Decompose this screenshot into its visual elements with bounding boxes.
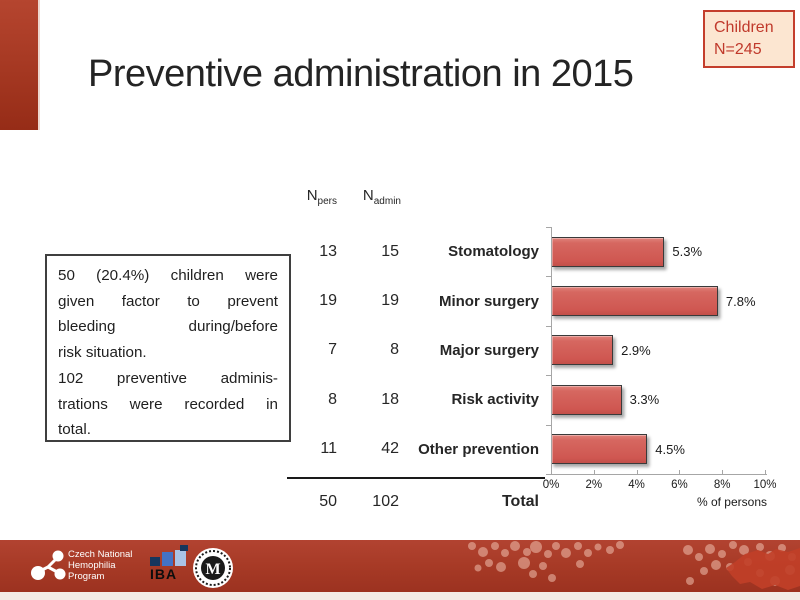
chart-rows: 13 15 Stomatology 5.3% 19 19 Minor surgery 7.8%… — [293, 227, 765, 474]
n-admin-value: 42 — [381, 440, 399, 458]
cnhp-logo-icon — [31, 550, 66, 580]
bar — [551, 236, 665, 267]
n-admin-value: 18 — [381, 390, 399, 408]
n-pers-value: 19 — [319, 292, 337, 310]
n-admin-value: 15 — [381, 242, 399, 260]
x-axis-tick — [679, 470, 681, 475]
left-accent-bar — [0, 0, 40, 130]
y-axis-tick — [546, 325, 552, 327]
total-label: Total — [501, 493, 539, 510]
n-pers-value: 13 — [319, 242, 337, 260]
y-axis-tick — [546, 227, 552, 228]
category-label: Minor surgery — [438, 292, 539, 310]
y-axis-tick — [546, 424, 552, 426]
n-admin-value: 8 — [390, 341, 399, 359]
y-axis-tick — [546, 474, 552, 475]
czech-map-decoration — [726, 548, 800, 590]
bar — [551, 384, 622, 415]
table-row: 7 8 Major surgery 2.9% — [293, 326, 765, 375]
x-tick-label: 10% — [753, 479, 777, 491]
x-tick-label: 6% — [671, 479, 688, 491]
note-line: total. — [58, 421, 91, 439]
bar — [551, 286, 718, 317]
badge-line2: N=245 — [714, 41, 762, 58]
x-axis-tick — [551, 470, 552, 475]
x-tick-labels: 0% 2% 4% 6% 8% 10% — [543, 479, 777, 493]
total-row: 50 102 Total — [293, 485, 551, 519]
bar-value-label: 2.9% — [621, 342, 651, 358]
page-title: Preventive administration in 2015 — [88, 53, 634, 96]
table-row: 8 18 Risk activity 3.3% — [293, 375, 765, 424]
y-axis-tick — [546, 276, 552, 278]
bar-value-label: 4.5% — [655, 441, 685, 457]
note-line: 50 (20.4%) children were — [58, 267, 278, 284]
bar-track: 2.9% — [551, 326, 765, 375]
category-label: Other prevention — [418, 440, 539, 458]
category-label: Stomatology — [448, 243, 539, 261]
x-tick-label: 8% — [713, 479, 731, 491]
x-axis-tick — [722, 470, 724, 475]
x-axis-tick — [765, 470, 766, 475]
y-axis-tick — [546, 375, 552, 377]
note-line: 102 preventive adminis- — [58, 369, 278, 387]
note-line: given factor to prevent — [58, 292, 278, 310]
table-row: 19 19 Minor surgery 7.8% — [293, 276, 765, 325]
bar — [551, 335, 614, 366]
n-pers-header: Npers — [306, 187, 337, 207]
bar — [551, 434, 648, 465]
x-tick-label: 0% — [542, 479, 560, 491]
cnhp-text-line: Czech National — [68, 549, 133, 560]
table-chart-block: Npers Nadmin 13 15 Stomatology 5.3% 19 19 Mino… — [287, 187, 779, 527]
footer-band: M Czech National Hemophilia Program IBA — [0, 540, 800, 592]
bar-track: 4.5% — [551, 425, 765, 474]
total-divider — [287, 477, 545, 479]
iba-logo-text: IBA — [150, 566, 178, 582]
cnhp-logo-text: Czech National Hemophilia Program — [68, 549, 132, 582]
note-box: 50 (20.4%) children were given factor to … — [45, 254, 291, 442]
x-axis — [551, 470, 767, 475]
table-row: 13 15 Stomatology 5.3% — [293, 227, 765, 276]
university-seal-icon: M — [193, 548, 233, 588]
bar-value-label: 5.3% — [672, 244, 703, 260]
n-admin-value: 19 — [381, 292, 399, 310]
children-count-badge: Children N=245 — [703, 10, 795, 68]
note-line: bleeding during/before — [58, 318, 278, 336]
n-pers-value: 7 — [328, 341, 337, 359]
bar-value-label: 3.3% — [629, 392, 660, 408]
badge-line1: Children — [714, 19, 774, 36]
bar-track: 5.3% — [551, 227, 765, 276]
table-header: Npers Nadmin — [293, 187, 401, 207]
n-pers-value: 11 — [320, 440, 337, 458]
bar-track: 7.8% — [551, 276, 765, 325]
total-n-admin: 102 — [372, 493, 399, 510]
n-pers-value: 8 — [328, 390, 337, 408]
bar-value-label: 7.8% — [725, 293, 756, 309]
iba-logo-icon — [150, 545, 188, 566]
cnhp-text-line: Hemophilia — [68, 560, 116, 571]
total-n-pers: 50 — [319, 493, 337, 510]
x-tick-label: 4% — [628, 479, 645, 491]
note-line: trations were recorded in — [58, 395, 278, 413]
category-label: Major surgery — [439, 341, 539, 359]
x-axis-title: % of persons — [696, 495, 767, 509]
y-axis — [546, 227, 552, 475]
svg-text:M: M — [205, 561, 220, 578]
bar-track: 3.3% — [551, 375, 765, 424]
x-tick-label: 2% — [585, 479, 603, 491]
cnhp-text-line: Program — [68, 571, 105, 582]
table-row: 11 42 Other prevention 4.5% — [293, 425, 765, 474]
category-label: Risk activity — [451, 391, 539, 409]
note-line: risk situation. — [58, 344, 147, 362]
footer-bottom-strip — [0, 592, 800, 600]
n-admin-header: Nadmin — [362, 187, 401, 207]
x-axis-tick — [636, 470, 638, 475]
footer-decoration: M — [31, 541, 800, 590]
x-axis-tick — [593, 470, 595, 475]
